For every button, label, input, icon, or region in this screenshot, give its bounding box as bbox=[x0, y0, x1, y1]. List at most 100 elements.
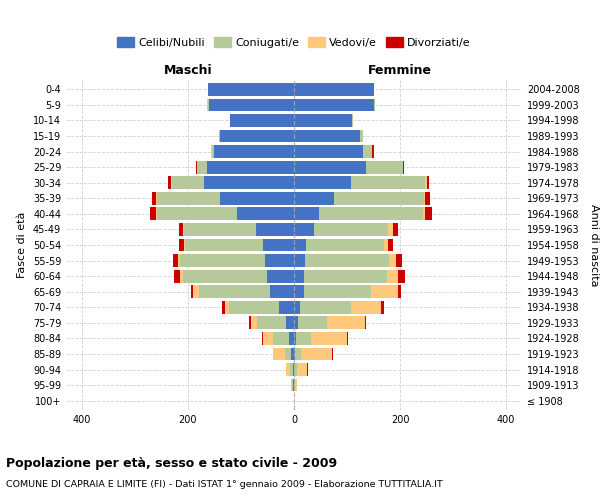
Bar bbox=[360, 130, 363, 142]
Bar bbox=[208, 98, 209, 112]
Bar bbox=[256, 223, 294, 236]
Bar bbox=[388, 270, 398, 282]
Bar bbox=[292, 378, 293, 392]
Text: COMUNE DI CAPRAIA E LIMITE (FI) - Dati ISTAT 1° gennaio 2009 - Elaborazione TUTT: COMUNE DI CAPRAIA E LIMITE (FI) - Dati I… bbox=[6, 480, 443, 489]
Bar bbox=[423, 208, 425, 220]
Bar bbox=[298, 316, 327, 329]
Bar bbox=[207, 98, 208, 112]
Bar bbox=[347, 332, 348, 345]
Bar bbox=[294, 254, 305, 267]
Bar bbox=[156, 192, 157, 204]
Bar bbox=[294, 161, 365, 173]
Bar bbox=[268, 270, 294, 282]
Bar bbox=[292, 348, 294, 360]
Bar bbox=[305, 238, 384, 252]
Bar bbox=[294, 145, 363, 158]
Bar bbox=[396, 254, 402, 267]
Bar bbox=[427, 176, 429, 189]
Bar bbox=[285, 348, 292, 360]
Bar bbox=[222, 301, 224, 314]
Bar bbox=[398, 270, 406, 282]
Bar bbox=[209, 98, 294, 112]
Bar bbox=[250, 316, 251, 329]
Bar bbox=[294, 270, 304, 282]
Bar bbox=[197, 161, 206, 173]
Bar bbox=[151, 208, 155, 220]
Bar bbox=[229, 301, 279, 314]
Bar bbox=[224, 301, 229, 314]
Bar bbox=[334, 192, 424, 204]
Bar bbox=[180, 254, 265, 267]
Bar bbox=[389, 254, 396, 267]
Bar bbox=[311, 332, 347, 345]
Bar bbox=[220, 192, 294, 204]
Bar bbox=[314, 223, 388, 236]
Bar bbox=[373, 145, 374, 158]
Bar bbox=[196, 161, 197, 173]
Bar bbox=[403, 161, 404, 173]
Bar bbox=[179, 238, 184, 252]
Bar bbox=[273, 332, 289, 345]
Bar bbox=[294, 114, 352, 127]
Bar bbox=[290, 363, 293, 376]
Bar bbox=[365, 161, 403, 173]
Bar bbox=[327, 316, 365, 329]
Bar bbox=[425, 208, 432, 220]
Bar bbox=[265, 254, 294, 267]
Bar bbox=[257, 316, 286, 329]
Bar bbox=[169, 176, 171, 189]
Bar bbox=[185, 238, 263, 252]
Text: Popolazione per età, sesso e stato civile - 2009: Popolazione per età, sesso e stato civil… bbox=[6, 458, 337, 470]
Bar bbox=[294, 363, 296, 376]
Bar bbox=[172, 176, 204, 189]
Bar bbox=[270, 286, 294, 298]
Bar bbox=[384, 238, 388, 252]
Bar bbox=[262, 332, 263, 345]
Bar bbox=[388, 238, 392, 252]
Bar bbox=[294, 98, 374, 112]
Bar bbox=[294, 130, 360, 142]
Bar bbox=[425, 176, 427, 189]
Bar bbox=[424, 192, 425, 204]
Bar bbox=[173, 254, 178, 267]
Bar bbox=[180, 270, 182, 282]
Bar bbox=[294, 286, 304, 298]
Bar bbox=[294, 83, 374, 96]
Bar bbox=[382, 301, 384, 314]
Bar bbox=[294, 332, 296, 345]
Bar bbox=[293, 363, 294, 376]
Bar bbox=[398, 286, 401, 298]
Bar bbox=[157, 208, 237, 220]
Bar bbox=[294, 301, 301, 314]
Bar bbox=[301, 348, 332, 360]
Y-axis label: Anni di nascita: Anni di nascita bbox=[589, 204, 599, 286]
Bar bbox=[295, 348, 301, 360]
Bar bbox=[301, 301, 351, 314]
Bar bbox=[294, 316, 298, 329]
Bar bbox=[199, 286, 270, 298]
Bar bbox=[319, 208, 423, 220]
Bar bbox=[352, 114, 353, 127]
Bar bbox=[296, 363, 307, 376]
Bar bbox=[294, 176, 351, 189]
Bar bbox=[212, 145, 214, 158]
Bar bbox=[263, 332, 273, 345]
Bar bbox=[294, 378, 295, 392]
Bar bbox=[294, 192, 334, 204]
Bar bbox=[204, 176, 294, 189]
Bar bbox=[214, 145, 294, 158]
Bar bbox=[307, 363, 308, 376]
Bar bbox=[152, 192, 156, 204]
Bar bbox=[332, 348, 333, 360]
Bar bbox=[279, 301, 294, 314]
Bar bbox=[371, 286, 398, 298]
Bar bbox=[294, 348, 295, 360]
Bar bbox=[289, 332, 294, 345]
Bar bbox=[179, 223, 183, 236]
Bar bbox=[392, 223, 398, 236]
Bar bbox=[305, 254, 389, 267]
Bar bbox=[193, 286, 199, 298]
Bar bbox=[351, 301, 382, 314]
Bar bbox=[304, 286, 371, 298]
Bar bbox=[251, 316, 257, 329]
